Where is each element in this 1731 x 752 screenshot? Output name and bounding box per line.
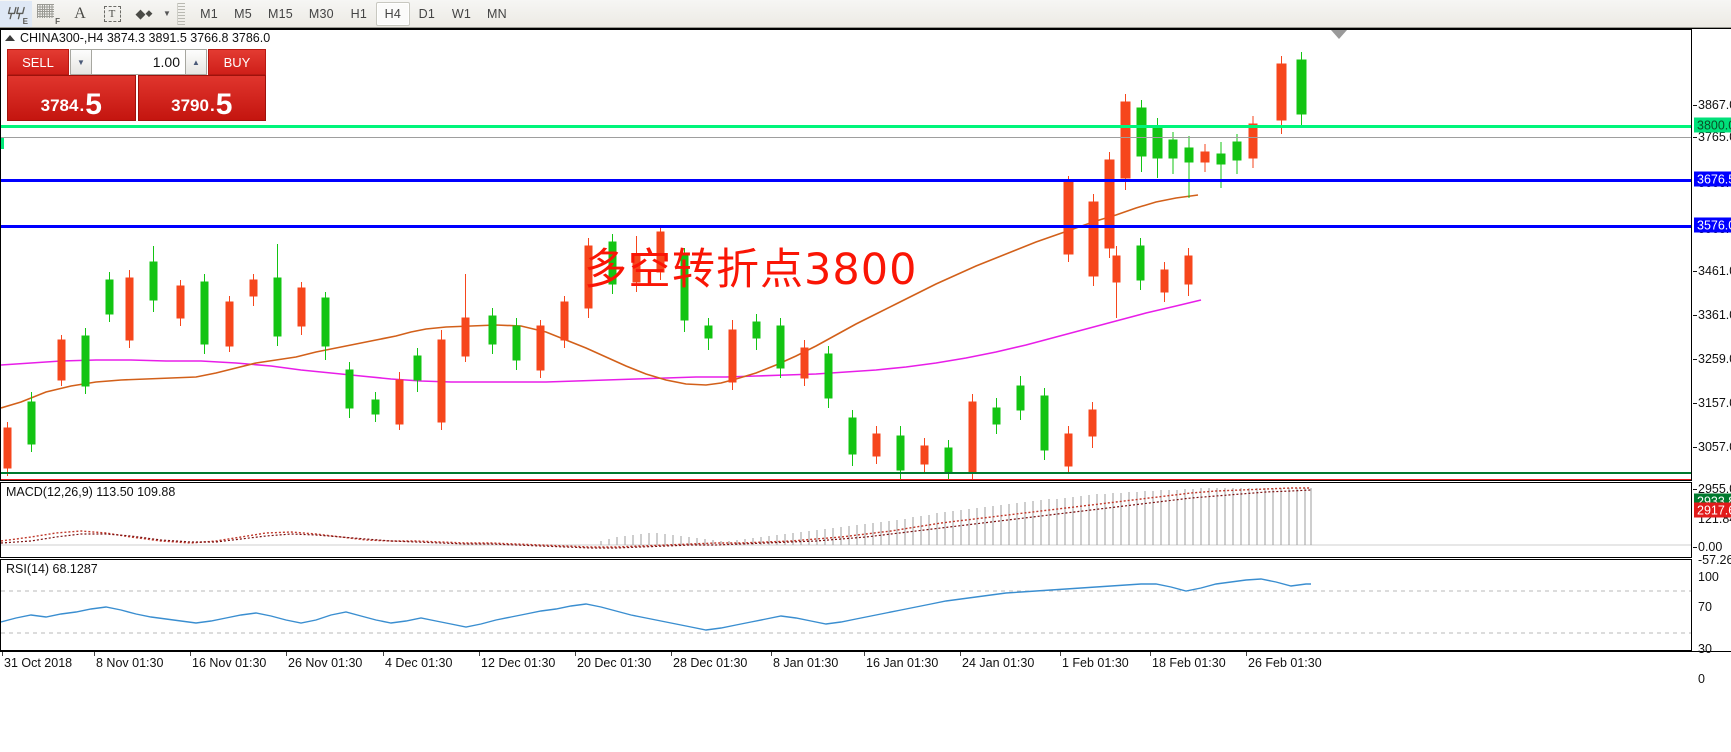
timeframe-h4[interactable]: H4 [375, 1, 410, 26]
time-tick-13: 26 Feb 01:30 [1248, 656, 1322, 670]
timeframe-m15[interactable]: M15 [268, 6, 293, 21]
timeframe-h1[interactable]: H1 [350, 6, 368, 21]
timeframe-m1[interactable]: M1 [200, 6, 218, 21]
ma-slow-line [1, 299, 1202, 383]
price-plot [1, 52, 1307, 480]
macd-label: MACD(12,26,9) 113.50 109.88 [6, 485, 176, 499]
rsi-tick-100: 100 [1698, 570, 1719, 584]
time-tick-4: 4 Dec 01:30 [385, 656, 453, 670]
price-badge-3800[interactable]: 3800.0 [1694, 117, 1731, 133]
time-axis[interactable]: 31 Oct 2018 8 Nov 01:30 16 Nov 01:30 26 … [0, 651, 1731, 681]
price-tick-3057: 3057.0 [1698, 440, 1731, 454]
rsi-tick-30: 30 [1698, 642, 1712, 656]
octp-controls-row: SELL ▼ 1.00 ▲ BUY [7, 49, 266, 75]
macd-signal-line [1, 489, 1312, 549]
ask-price-badge: 2917.6 [1694, 502, 1731, 518]
price-tick-3259: 3259.0 [1698, 352, 1731, 366]
time-tick-1: 8 Nov 01:30 [96, 656, 164, 670]
time-tick-2: 16 Nov 01:30 [192, 656, 267, 670]
price-tick-2955: 2955.0 [1698, 482, 1731, 496]
buy-price-integer: 3790 [171, 96, 209, 115]
price-tick-3157: 3157.0 [1698, 396, 1731, 410]
level-line-3676[interactable] [1, 179, 1691, 182]
timeframe-m5[interactable]: M5 [234, 6, 252, 21]
time-tick-12: 18 Feb 01:30 [1152, 656, 1226, 670]
label-tool-icon[interactable]: T [96, 1, 128, 27]
time-tick-9: 16 Jan 01:30 [866, 656, 939, 670]
price-tick-3461: 3461.0 [1698, 264, 1731, 278]
timeframe-w1[interactable]: W1 [451, 6, 471, 21]
timeframe-group: M1 M5 M15 M30 H1 H4 D1 W1 MN [192, 1, 515, 26]
price-axis[interactable]: 3867.0 3765.0 3663.5 3563.5 3461.0 3361.… [1693, 29, 1731, 686]
chart-annotation-text[interactable]: 多空转折点3800 [584, 245, 918, 295]
timeframe-m30[interactable]: M30 [308, 6, 334, 21]
time-tick-3: 26 Nov 01:30 [288, 656, 363, 670]
timeframe-mn[interactable]: MN [487, 6, 507, 21]
rsi-tick-70: 70 [1698, 600, 1712, 614]
time-tick-5: 12 Dec 01:30 [481, 656, 556, 670]
octp-price-row: 3784 . 5 3790 . 5 [7, 75, 266, 121]
macd-main-line [1, 487, 1311, 548]
price-tick-3361: 3361.0 [1698, 308, 1731, 322]
rsi-label: RSI(14) 68.1287 [6, 562, 98, 576]
level-line-3576[interactable] [1, 225, 1691, 228]
toolbar: ⑂⑂ E F A T ◆ ◆ ▼ M1 M5 M15 M30 H1 H4 D1 W1… [0, 0, 1731, 28]
toolbar-separator [177, 2, 185, 25]
chart-area[interactable]: CHINA300-,H4 3874.3 3891.5 3766.8 3786.0 [0, 28, 1731, 752]
sell-price-box[interactable]: 3784 . 5 [7, 75, 136, 121]
one-click-trading-panel[interactable]: SELL ▼ 1.00 ▲ BUY 3784 . 5 3790 [7, 49, 266, 121]
macd-tick-min: -57.26 [1698, 553, 1731, 567]
candlesticks [3, 52, 1307, 480]
sell-price-integer: 3784 [40, 96, 79, 115]
buy-price-box[interactable]: 3790 . 5 [137, 75, 266, 121]
symbol-ohlc-line: CHINA300-,H4 3874.3 3891.5 3766.8 3786.0 [0, 29, 270, 45]
volume-input[interactable]: 1.00 [92, 49, 185, 75]
price-tick-3867: 3867.0 [1698, 98, 1731, 112]
time-tick-7: 28 Dec 01:30 [673, 656, 748, 670]
buy-price-decimal: 5 [215, 87, 233, 121]
objects-icon[interactable]: ◆ ◆ [135, 5, 153, 21]
objects-dropdown-caret[interactable]: ▼ [163, 9, 171, 18]
expert-advisor-icon[interactable]: ⑂⑂ E [0, 0, 32, 27]
buy-price-dot: . [209, 96, 215, 115]
level-line-3800[interactable] [1, 125, 1691, 128]
expert-advisor-icon-sub: E [22, 16, 28, 26]
timeframe-d1[interactable]: D1 [418, 6, 436, 21]
buy-button[interactable]: BUY [208, 49, 266, 75]
symbol-ohlc-text: CHINA300-,H4 3874.3 3891.5 3766.8 3786.0 [20, 31, 271, 45]
rsi-plot [1, 578, 1691, 634]
price-badge-3676[interactable]: 3676.5 [1694, 171, 1731, 187]
period-separator-marker [1331, 30, 1347, 39]
rsi-tick-0: 0 [1698, 672, 1705, 686]
level-line-3765[interactable] [1, 137, 1691, 138]
time-tick-11: 1 Feb 01:30 [1062, 656, 1129, 670]
sell-price-dot: . [79, 96, 85, 115]
macd-plot [1, 487, 1691, 549]
time-tick-6: 20 Dec 01:30 [577, 656, 652, 670]
ask-line [1, 479, 1691, 480]
volume-stepper[interactable]: ▼ 1.00 ▲ [70, 49, 207, 75]
rsi-pane[interactable]: RSI(14) 68.1287 [0, 559, 1692, 651]
time-tick-0: 31 Oct 2018 [4, 656, 73, 670]
rsi-line [1, 578, 1311, 631]
price-badge-3576[interactable]: 3576.0 [1694, 217, 1731, 233]
macd-pane[interactable]: MACD(12,26,9) 113.50 109.88 [0, 482, 1692, 558]
bid-line [1, 472, 1691, 474]
collapse-triangle-icon[interactable] [5, 35, 15, 41]
position-marker [1, 138, 4, 149]
time-tick-8: 8 Jan 01:30 [773, 656, 839, 670]
volume-decrease-button[interactable]: ▼ [70, 49, 92, 75]
ma-fast-line [1, 194, 1199, 409]
time-tick-10: 24 Jan 01:30 [962, 656, 1035, 670]
price-tick-3765: 3765.0 [1698, 130, 1731, 144]
sell-button[interactable]: SELL [7, 49, 69, 75]
indicators-icon[interactable]: F [32, 1, 64, 27]
sell-price-decimal: 5 [85, 87, 102, 121]
text-tool-icon[interactable]: A [74, 4, 86, 22]
volume-increase-button[interactable]: ▲ [185, 49, 207, 75]
price-pane[interactable]: 多空转折点3800 SELL ▼ 1.00 ▲ BUY [0, 29, 1692, 481]
macd-tick-zero: 0.00 [1698, 540, 1723, 554]
